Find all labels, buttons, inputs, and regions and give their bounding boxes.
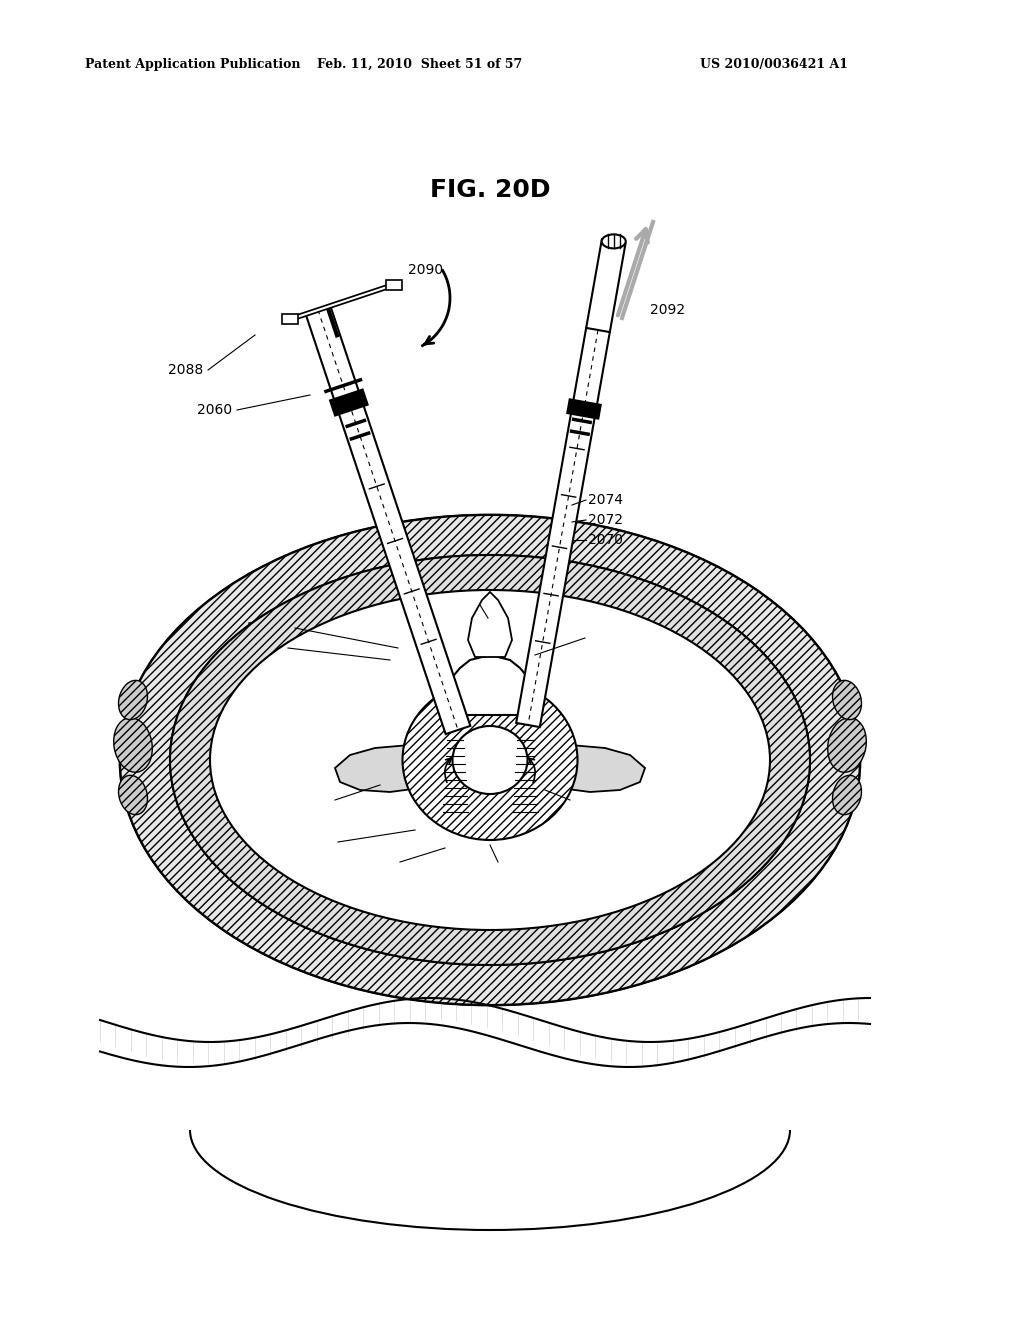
Polygon shape <box>468 591 512 657</box>
Polygon shape <box>329 388 369 417</box>
Text: 2082: 2082 <box>290 793 326 807</box>
Text: 2082: 2082 <box>572 793 607 807</box>
Text: Patent Application Publication: Patent Application Publication <box>85 58 300 71</box>
Text: 2092: 2092 <box>650 304 685 317</box>
Ellipse shape <box>402 680 578 840</box>
Text: 2086: 2086 <box>455 855 490 869</box>
Ellipse shape <box>827 718 866 772</box>
Polygon shape <box>516 327 610 727</box>
Ellipse shape <box>210 590 770 931</box>
Ellipse shape <box>114 718 153 772</box>
Text: US 2010/0036421 A1: US 2010/0036421 A1 <box>700 58 848 71</box>
Ellipse shape <box>833 680 861 719</box>
Text: 2084: 2084 <box>295 836 330 849</box>
Ellipse shape <box>170 554 810 965</box>
Text: 2088: 2088 <box>168 363 203 378</box>
Ellipse shape <box>170 554 810 965</box>
Text: 2010: 2010 <box>247 620 283 635</box>
Ellipse shape <box>119 680 147 719</box>
Ellipse shape <box>453 726 527 795</box>
Text: 2000: 2000 <box>588 631 630 645</box>
Text: 2083: 2083 <box>358 855 393 869</box>
Ellipse shape <box>602 235 626 248</box>
Text: FIG. 20D: FIG. 20D <box>430 178 550 202</box>
Text: 2070: 2070 <box>588 533 623 546</box>
Polygon shape <box>566 399 602 420</box>
Ellipse shape <box>833 775 861 814</box>
Polygon shape <box>525 744 645 792</box>
Text: 2074: 2074 <box>588 492 623 507</box>
FancyBboxPatch shape <box>282 314 298 325</box>
Polygon shape <box>449 655 532 715</box>
Polygon shape <box>306 306 470 734</box>
FancyBboxPatch shape <box>386 280 401 289</box>
Polygon shape <box>335 744 455 792</box>
Text: 2080: 2080 <box>442 591 477 605</box>
Text: 2000: 2000 <box>240 642 275 655</box>
Text: 2090: 2090 <box>408 263 443 277</box>
Text: 2072: 2072 <box>588 513 623 527</box>
Text: Feb. 11, 2010  Sheet 51 of 57: Feb. 11, 2010 Sheet 51 of 57 <box>317 58 522 71</box>
Ellipse shape <box>119 775 147 814</box>
Ellipse shape <box>120 515 860 1005</box>
Text: 2060: 2060 <box>197 403 232 417</box>
Ellipse shape <box>120 515 860 1005</box>
